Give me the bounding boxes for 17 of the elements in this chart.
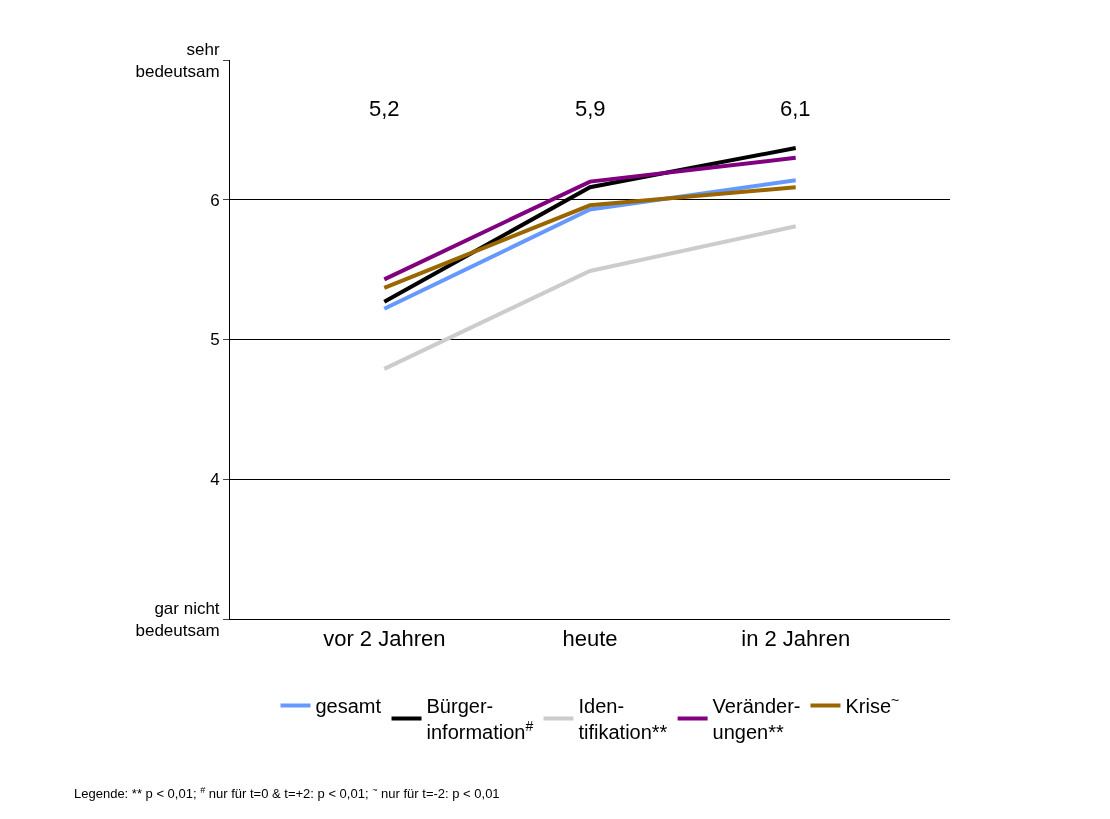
annotation: 5,2	[369, 96, 400, 121]
annotation: 5,9	[575, 96, 606, 121]
legend-label: Iden- tifikation**	[578, 695, 668, 744]
legend-label: Krise$^{~}$	[845, 691, 900, 718]
y-tick-label: 5	[210, 330, 220, 350]
y-tick-label: 4	[210, 470, 220, 490]
legend-label: Bürger- information$^{#}$	[426, 695, 534, 744]
legend-label: gesamt	[315, 695, 382, 718]
y-tick-label: 6	[210, 190, 220, 210]
x-tick-label: vor 2 Jahren	[323, 626, 446, 652]
y-tick-label: sehr bedeutsam	[135, 39, 220, 81]
y-tick-label: gar nicht bedeutsam	[135, 598, 220, 640]
annotation: 6,1	[780, 96, 811, 121]
text: Legende: ** p < 0,01; $^{#}$ nur für t=0 & t=+2: p < 0,01; $^{~}$ nur für t=-2: p < 0,01	[74, 785, 500, 802]
x-tick-label: in 2 Jahren	[741, 626, 851, 652]
x-tick-label: heute	[562, 626, 618, 652]
legend-label: Veränder- ungen**	[712, 695, 801, 744]
